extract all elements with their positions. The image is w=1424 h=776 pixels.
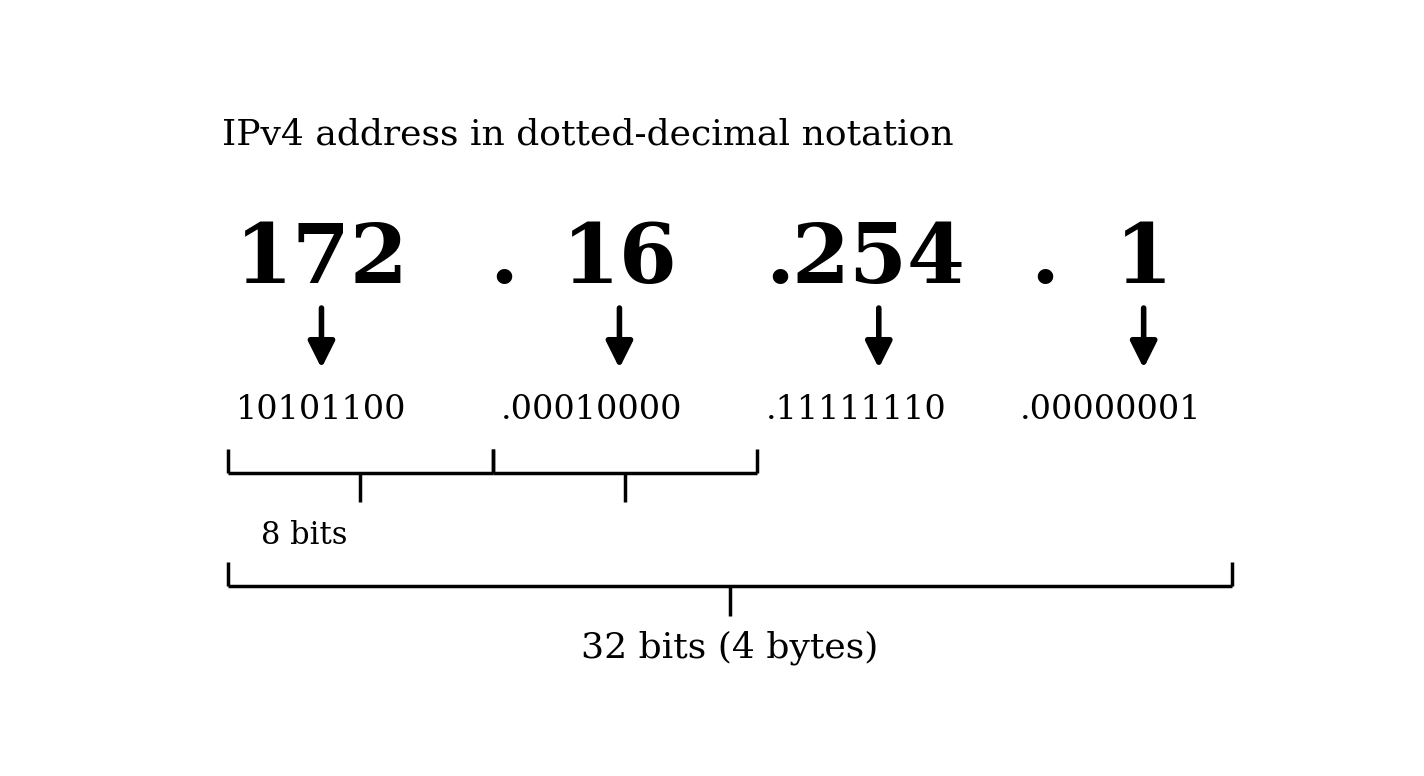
Text: .: . — [488, 220, 518, 300]
Text: 1: 1 — [1115, 220, 1172, 300]
Text: 10101100: 10101100 — [236, 393, 407, 426]
Text: .: . — [1030, 220, 1059, 300]
Text: .11111110: .11111110 — [766, 393, 947, 426]
Text: 8 bits: 8 bits — [261, 521, 347, 551]
Text: .00010000: .00010000 — [501, 393, 682, 426]
Text: 32 bits (4 bytes): 32 bits (4 bytes) — [581, 631, 879, 666]
Text: 172: 172 — [235, 220, 409, 300]
Text: .: . — [765, 220, 795, 300]
Text: 254: 254 — [792, 220, 965, 300]
Text: .00000001: .00000001 — [1020, 393, 1202, 426]
Text: IPv4 address in dotted-decimal notation: IPv4 address in dotted-decimal notation — [222, 117, 954, 151]
Text: 16: 16 — [561, 220, 678, 300]
